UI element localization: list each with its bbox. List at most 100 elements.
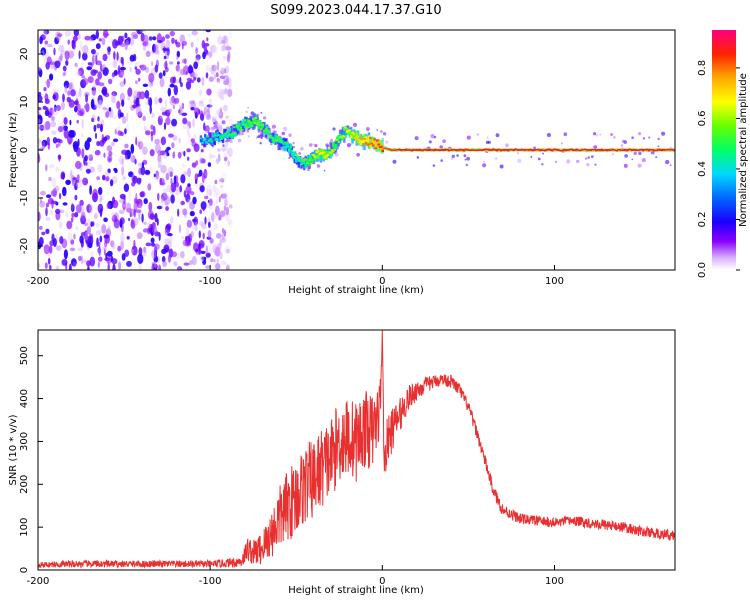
- spectrogram-ridge-cell: [201, 142, 204, 145]
- spectrogram-ridge-cell: [227, 135, 230, 137]
- spectrogram-ridge-cell: [556, 149, 559, 151]
- spectrogram-ridge-cell: [621, 149, 624, 151]
- spectrogram-noise-speckle: [161, 36, 166, 42]
- spectrogram-noise-speckle: [87, 76, 94, 84]
- spectrogram-ridge-cell: [363, 138, 367, 140]
- spectrogram-ridge-cell: [497, 149, 500, 150]
- spectrogram-ridge-cell: [420, 149, 423, 150]
- spectrogram-ridge-cell: [268, 135, 272, 138]
- spectrogram-ridge-cell: [212, 135, 215, 144]
- spectrogram-ridge-cell: [522, 149, 525, 150]
- spectrogram-ridge-cell: [519, 149, 522, 150]
- spectrogram-ridge-cell: [274, 134, 277, 141]
- spectrogram-noise-speckle: [150, 132, 154, 142]
- spectrogram-ridge-cell: [502, 149, 506, 151]
- spectrogram-ridge-cell: [318, 155, 321, 161]
- spectrogram-noise-speckle: [205, 252, 211, 258]
- spectrogram-ridge-cell: [596, 149, 599, 150]
- spectrogram-ridge-cell: [575, 149, 579, 151]
- spectrogram-ridge-cell: [573, 150, 576, 151]
- spectrogram-ridge-cell: [424, 149, 427, 150]
- spectrogram-ridge-cell: [288, 149, 291, 151]
- spectrogram-ridge-cell: [672, 149, 675, 151]
- spectrogram-ridge-cell: [608, 149, 612, 152]
- spectrogram-band-speckle: [316, 164, 321, 168]
- spectrogram-noise-speckle: [219, 251, 223, 260]
- spectrogram-noise-speckle: [75, 70, 82, 77]
- spectrogram-noise-speckle: [44, 40, 49, 45]
- spectrogram-noise-speckle: [208, 98, 212, 104]
- spectrogram-ridge-cell: [624, 150, 627, 151]
- spectrogram-ridge-cell: [647, 150, 650, 151]
- spectrogram-ridge-cell: [436, 149, 440, 150]
- snr-y-axis-label: SNR (10 * v/v): [8, 414, 19, 485]
- spectrogram-ridge-cell: [226, 130, 229, 134]
- spectrogram-noise-speckle: [53, 47, 56, 56]
- spectrogram-noise-speckle: [200, 255, 205, 262]
- spectrogram-ridge-cell: [564, 149, 568, 151]
- spectrogram-ridge-cell: [305, 158, 309, 163]
- spectrogram-noise-speckle: [55, 105, 61, 111]
- spectrogram-band-speckle: [298, 152, 301, 155]
- spectrogram-ridge-cell: [668, 149, 671, 150]
- spectrogram-noise-speckle: [145, 130, 151, 136]
- spectrogram-ridge-cell: [227, 132, 230, 142]
- spectrogram-noise-speckle: [209, 154, 216, 159]
- spectrogram-ridge-cell: [467, 149, 470, 151]
- spectrogram-ridge-cell: [604, 150, 608, 151]
- spectrogram-noise-speckle: [195, 222, 198, 231]
- spectrogram-noise-speckle: [193, 143, 200, 152]
- spectrogram-ridge-cell: [352, 133, 356, 135]
- spectrogram-ridge-cell: [210, 140, 214, 143]
- spectrogram-noise-speckle: [185, 81, 192, 90]
- spectrogram-noise-speckle: [126, 260, 132, 267]
- spectrogram-ridge-cell: [378, 143, 382, 149]
- spectrogram-noise-speckle: [49, 264, 52, 270]
- spectrogram-noise-speckle: [179, 185, 183, 193]
- spectrogram-noise-speckle: [95, 229, 102, 236]
- spectrogram-noise-speckle: [186, 219, 193, 228]
- spectrogram-ridge-cell: [293, 156, 296, 164]
- spectrogram-noise-speckle: [68, 129, 75, 138]
- spectrogram-noise-speckle: [171, 95, 176, 104]
- spectrogram-band-speckle: [648, 136, 651, 139]
- spectrogram-noise-speckle: [89, 203, 94, 214]
- spectrogram-noise-speckle: [107, 51, 111, 55]
- spectrogram-noise-speckle: [63, 80, 70, 89]
- spectrogram-ridge-cell: [355, 139, 358, 141]
- spectrogram-noise-speckle: [229, 84, 232, 89]
- spectrogram-ridge-cell: [665, 149, 668, 151]
- spectrogram-ridge-cell: [277, 137, 280, 151]
- spectrogram-noise-speckle: [126, 37, 131, 43]
- spectrogram-band-speckle: [655, 156, 658, 159]
- spectrogram-ridge-cell: [338, 136, 342, 139]
- spectrogram-ridge-cell: [358, 139, 361, 144]
- spectrogram-noise-speckle: [130, 143, 135, 154]
- spectrogram-noise-speckle: [91, 117, 95, 122]
- spectrogram-noise-speckle: [148, 36, 153, 41]
- spectrogram-ridge-cell: [204, 133, 207, 138]
- spectrogram-ridge-cell: [337, 140, 340, 143]
- spectrogram-ridge-cell: [274, 139, 277, 142]
- spectrogram-noise-speckle: [98, 246, 101, 256]
- spectrogram-ridge-cell: [288, 143, 291, 150]
- spectrogram-ridge-cell: [356, 141, 360, 143]
- spectrogram-noise-speckle: [85, 162, 88, 166]
- spectrogram-band-speckle: [376, 129, 379, 131]
- spectrogram-ridge-cell: [343, 135, 346, 138]
- spectrogram-noise-speckle: [55, 208, 61, 215]
- spectrogram-ridge-cell: [568, 149, 572, 150]
- spectrogram-noise-speckle: [124, 32, 128, 39]
- spectrogram-ridge-cell: [278, 141, 281, 151]
- spectrogram-ridge-cell: [589, 149, 592, 151]
- spectrogram-noise-speckle: [98, 38, 102, 42]
- spectrogram-noise-speckle: [57, 126, 64, 133]
- spectrogram-ridge-cell: [578, 150, 581, 151]
- spectrogram-ridge-cell: [365, 142, 368, 145]
- spectrogram-noise-speckle: [131, 104, 138, 109]
- spectrogram-ridge-cell: [606, 149, 609, 152]
- spectrogram-noise-speckle: [211, 65, 215, 69]
- spectrogram-ridge-cell: [355, 132, 358, 138]
- spectrogram-ridge-cell: [253, 119, 256, 129]
- spectrogram-ridge-cell: [329, 141, 332, 155]
